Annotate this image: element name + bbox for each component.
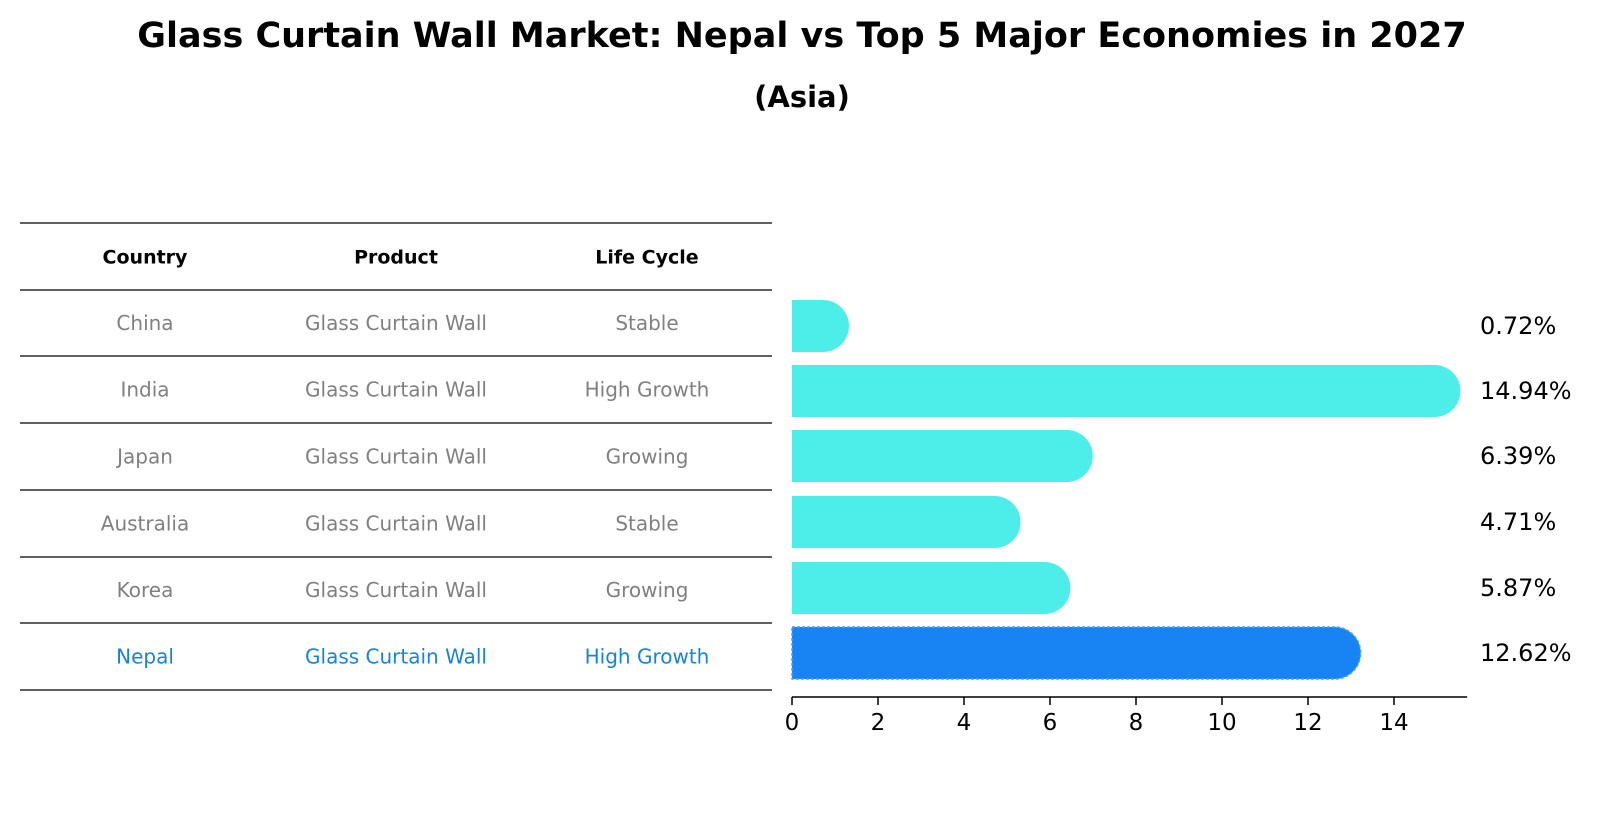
data-table: Country Product Life Cycle China Glass Curta… [20, 222, 772, 691]
table-cell: China [116, 311, 173, 335]
table-cell: Glass Curtain Wall [305, 378, 487, 402]
x-tick-label: 2 [871, 710, 886, 736]
table-cell: Glass Curtain Wall [305, 578, 487, 602]
bar-value-label: 12.62% [1480, 639, 1572, 667]
bar-india [792, 365, 1461, 417]
bar-korea [792, 562, 1071, 614]
bar-value-label: 5.87% [1480, 574, 1556, 602]
table-cell: Nepal [116, 645, 174, 669]
x-tick-label: 10 [1207, 710, 1236, 736]
bar-japan [792, 430, 1093, 482]
x-tick-label: 12 [1293, 710, 1322, 736]
bar-value-label: 6.39% [1480, 442, 1556, 470]
x-tick-label: 8 [1129, 710, 1144, 736]
bar-value-label: 4.71% [1480, 508, 1556, 536]
table-cell: Glass Curtain Wall [305, 445, 487, 469]
table-cell: High Growth [585, 378, 710, 402]
chart-title: Glass Curtain Wall Market: Nepal vs Top … [137, 16, 1467, 56]
bar-value-label: 14.94% [1480, 377, 1572, 405]
bar-china [792, 300, 849, 352]
x-tick-label: 6 [1043, 710, 1058, 736]
table-cell: Glass Curtain Wall [305, 645, 487, 669]
table-cell: Korea [117, 578, 174, 602]
table-header-cell: Product [354, 247, 438, 269]
bar-value-label: 0.72% [1480, 312, 1556, 340]
table-cell: Australia [101, 512, 189, 536]
bar-chart: 0.72% 14.94% 6.39% 4.71% 5.87% 12.62% [791, 300, 1572, 680]
table-cell: Stable [615, 512, 678, 536]
x-tick-label: 14 [1379, 710, 1408, 736]
table-cell: Growing [606, 578, 689, 602]
table-header-cell: Country [103, 247, 189, 269]
table-cell: India [120, 378, 169, 402]
bar-nepal [791, 626, 1362, 680]
table-cell: Stable [615, 311, 678, 335]
table-cell: High Growth [585, 645, 710, 669]
table-header-cell: Life Cycle [595, 247, 698, 269]
table-cell: Glass Curtain Wall [305, 311, 487, 335]
x-axis: 0 2 4 6 8 10 12 14 [785, 696, 1468, 736]
x-tick-label: 4 [957, 710, 972, 736]
x-tick-label: 0 [785, 710, 800, 736]
table-cell: Glass Curtain Wall [305, 512, 487, 536]
table-cell: Japan [115, 445, 173, 469]
table-cell: Growing [606, 445, 689, 469]
chart-subtitle: (Asia) [754, 80, 850, 114]
bar-australia [792, 496, 1021, 548]
